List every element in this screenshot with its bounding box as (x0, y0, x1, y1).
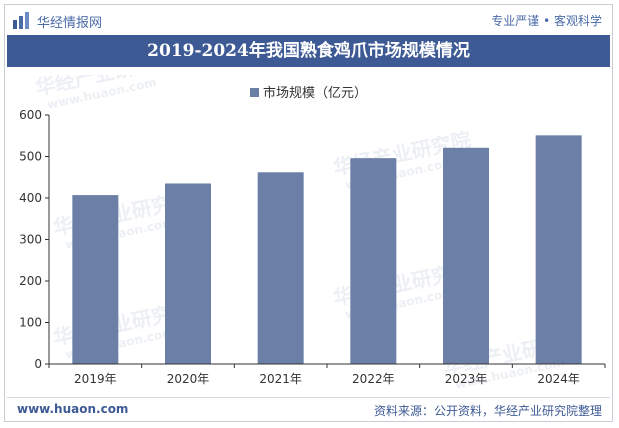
bar-2022年 (350, 158, 397, 364)
chart-frame: 华经情报网 专业严谨 • 客观科学 2019-2024年我国熟食鸡爪市场规模情况… (4, 4, 613, 422)
bar-series (72, 135, 582, 364)
x-tick-label: 2023年 (445, 372, 488, 386)
chart-legend: 市场规模（亿元） (250, 85, 367, 101)
y-tick-label: 300 (19, 233, 42, 247)
y-tick-label: 500 (19, 150, 42, 164)
logo-icon (13, 12, 29, 29)
y-tick-label: 0 (34, 357, 42, 371)
brand-name: 华经情报网 (37, 16, 103, 31)
x-tick-label: 2019年 (74, 372, 117, 386)
legend-swatch (250, 88, 259, 97)
y-axis: 0 100 200 300 400 500 600 (19, 108, 50, 371)
x-tick-label: 2020年 (167, 372, 210, 386)
footer-divider (7, 397, 610, 398)
legend-label: 市场规模（亿元） (263, 85, 367, 101)
source-note: 资料来源：公开资料，华经产业研究院整理 (373, 404, 602, 418)
y-tick-label: 400 (19, 191, 42, 205)
x-tick-label: 2024年 (537, 372, 580, 386)
tagline: 专业严谨 • 客观科学 (491, 14, 602, 28)
bar-2019年 (72, 195, 119, 364)
x-tick-label: 2022年 (352, 372, 395, 386)
bar-2021年 (257, 172, 304, 364)
x-axis: 2019年 2020年 2021年 2022年 2023年 2024年 (48, 363, 606, 386)
header-bar: 华经情报网 专业严谨 • 客观科学 (5, 5, 612, 35)
bar-chart: 华经产业研究院www.huaon.com华经产业研究院www.huaon.com… (19, 75, 606, 392)
bar-2020年 (165, 183, 211, 364)
y-tick-label: 600 (19, 108, 42, 122)
y-tick-label: 100 (19, 316, 42, 330)
x-tick-label: 2021年 (259, 372, 302, 386)
bar-2024年 (535, 135, 582, 364)
y-tick-label: 200 (19, 274, 42, 288)
site-url[interactable]: www.huaon.com (17, 402, 129, 416)
chart-title: 2019-2024年我国熟食鸡爪市场规模情况 (7, 35, 610, 67)
bar-2023年 (443, 147, 489, 364)
